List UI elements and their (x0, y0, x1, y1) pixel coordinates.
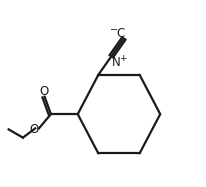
Text: −: − (109, 25, 117, 35)
Text: O: O (39, 85, 48, 98)
Text: N: N (111, 56, 120, 68)
Text: C: C (116, 27, 124, 40)
Text: O: O (29, 123, 38, 136)
Text: +: + (118, 54, 126, 63)
